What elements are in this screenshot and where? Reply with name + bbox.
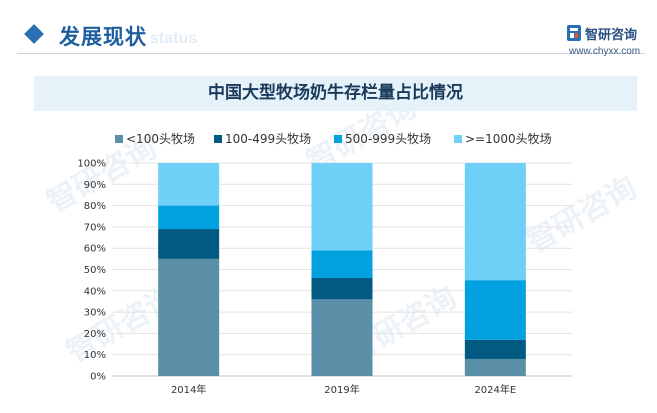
legend-label: <100头牧场	[126, 132, 195, 146]
bar-segment	[311, 299, 373, 376]
section-title: 发展现状	[59, 25, 147, 49]
legend-swatch	[214, 135, 222, 143]
y-tick-label: 20%	[84, 329, 106, 340]
x-tick-label: 2014年	[171, 383, 206, 396]
header-divider	[17, 53, 645, 54]
logo-url: www.chyxx.com	[569, 46, 641, 57]
page-header: 发展现状 status 智研咨询 www.chyxx.com	[0, 0, 657, 62]
legend-swatch	[454, 135, 462, 143]
y-tick-label: 30%	[84, 308, 106, 319]
bar-segment	[464, 163, 526, 281]
legend-swatch	[115, 135, 123, 143]
y-tick-label: 10%	[84, 350, 106, 361]
bar-segment	[158, 229, 220, 259]
bar-segment	[464, 339, 526, 359]
legend-label: 500-999头牧场	[345, 132, 432, 146]
bar-segment	[311, 278, 373, 300]
y-tick-label: 50%	[84, 265, 106, 276]
bar-segment	[311, 163, 373, 251]
y-tick-label: 70%	[84, 222, 106, 233]
bar-segment	[158, 258, 220, 376]
logo-mark-icon	[567, 25, 581, 41]
x-tick-label: 2024年E	[474, 383, 516, 396]
y-tick-label: 40%	[84, 286, 106, 297]
legend-label: 100-499头牧场	[225, 132, 312, 146]
brand-logo: 智研咨询 www.chyxx.com	[567, 24, 649, 57]
x-tick-label: 2019年	[324, 383, 359, 396]
y-tick-label: 100%	[77, 159, 106, 170]
bar-segment	[158, 205, 220, 230]
bar-segment	[464, 280, 526, 340]
legend-swatch	[334, 135, 342, 143]
logo-name: 智研咨询	[585, 28, 638, 43]
legend-label: >=1000头牧场	[465, 132, 552, 146]
chart-title: 中国大型牧场奶牛存栏量占比情况	[208, 83, 463, 103]
bar-segment	[464, 358, 526, 376]
y-tick-label: 80%	[84, 201, 106, 212]
y-tick-label: 0%	[90, 372, 106, 383]
bar-segment	[158, 163, 220, 206]
bar-segment	[311, 250, 373, 279]
header-watermark-word: status	[150, 30, 198, 47]
y-tick-label: 90%	[84, 180, 106, 191]
chart-title-band: 中国大型牧场奶牛存栏量占比情况	[34, 76, 637, 111]
y-tick-label: 60%	[84, 244, 106, 255]
